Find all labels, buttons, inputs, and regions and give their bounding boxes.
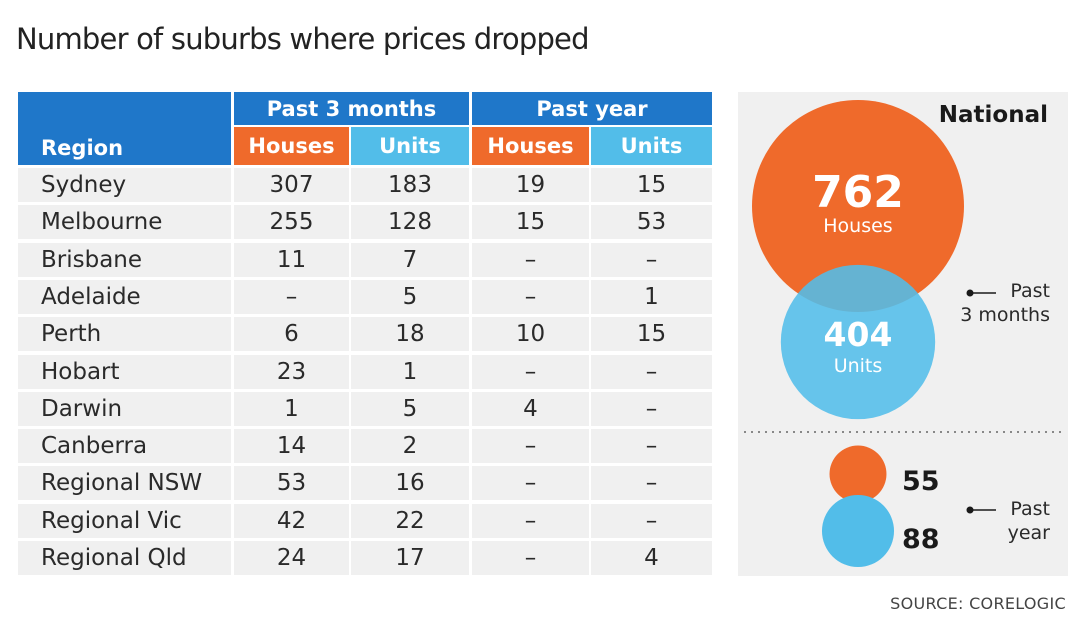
table-cell: 24 (234, 541, 349, 575)
table-row: Brisbane 11 7– – (18, 242, 712, 277)
past-year-note-line1: Past (1010, 498, 1050, 520)
header-houses-1y: Houses (472, 127, 589, 165)
past-3-months-note-line1: Past (1010, 280, 1050, 302)
table-row: Melbourne 255 128 15 53 (18, 205, 712, 240)
units-3m-bubble (780, 264, 936, 420)
table-row: Canberra 14 2– – (18, 429, 712, 464)
table-cell: 4 (591, 541, 712, 575)
table-cell: 2 (351, 429, 469, 464)
region-name: Brisbane (18, 242, 231, 277)
table-cell: 183 (351, 168, 469, 202)
houses-1y-bubble (829, 445, 887, 503)
table-cell: 23 (234, 354, 349, 389)
page-title: Number of suburbs where prices dropped (16, 22, 590, 56)
table-row: Darwin 1 5 4– (18, 391, 712, 426)
table-cell: – (591, 391, 712, 426)
table-cell: 22 (351, 503, 469, 538)
table-row: Regional Vic 42 22– – (18, 503, 712, 538)
region-name: Adelaide (18, 279, 231, 314)
header-past-year: Past year (472, 92, 712, 125)
table-cell: 128 (351, 205, 469, 240)
table-cell: 16 (351, 466, 469, 501)
region-name: Sydney (18, 168, 231, 202)
table-cell: – (591, 429, 712, 464)
header-past-3-months: Past 3 months (234, 92, 469, 125)
past-year-note-line2: year (1007, 522, 1050, 544)
table-cell: 5 (351, 391, 469, 426)
region-name: Regional Qld (18, 541, 231, 575)
table-cell: 18 (351, 317, 469, 352)
table-cell: 53 (591, 205, 712, 240)
table-cell: 10 (472, 317, 589, 352)
table-cell: 1 (234, 391, 349, 426)
table-cell: 4 (472, 391, 589, 426)
table-cell: 1 (591, 279, 712, 314)
table-cell: 6 (234, 317, 349, 352)
region-name: Canberra (18, 429, 231, 464)
table-cell: 19 (472, 168, 589, 202)
table-cell: – (472, 466, 589, 501)
header-houses-3m: Houses (234, 127, 349, 165)
units-1y-bubble (821, 494, 895, 568)
table-cell: – (472, 503, 589, 538)
table-cell: 17 (351, 541, 469, 575)
source-note: SOURCE: CORELOGIC (890, 594, 1066, 613)
units-3m-label: Units (834, 355, 883, 377)
table-cell: – (591, 503, 712, 538)
table-row: Sydney 307 183 19 15 (18, 168, 712, 202)
table-cell: – (234, 279, 349, 314)
past-3-months-note: Past 3 months (948, 279, 1050, 327)
table-cell: 14 (234, 429, 349, 464)
table-cell: – (591, 354, 712, 389)
units-3m-value: 404 (824, 315, 893, 354)
table-cell: 307 (234, 168, 349, 202)
table-cell: 15 (591, 168, 712, 202)
table-cell: 7 (351, 242, 469, 277)
table-cell: – (472, 429, 589, 464)
houses-3m-label: Houses (823, 215, 892, 237)
table-cell: 5 (351, 279, 469, 314)
region-name: Darwin (18, 391, 231, 426)
table-cell: 255 (234, 205, 349, 240)
units-1y-value: 88 (902, 524, 940, 555)
table-cell: 1 (351, 354, 469, 389)
table-cell: – (591, 466, 712, 501)
houses-1y-value: 55 (902, 466, 940, 497)
header-region: Region (18, 92, 231, 165)
houses-3m-bubble (752, 100, 964, 312)
table-row: Regional NSW 53 16– – (18, 466, 712, 501)
region-name: Regional Vic (18, 503, 231, 538)
table-cell: – (472, 354, 589, 389)
table-cell: – (472, 242, 589, 277)
table-row: Regional Qld 24 17–4 (18, 541, 712, 575)
table-cell: – (472, 541, 589, 575)
past-3-months-note-line2: 3 months (960, 304, 1050, 326)
region-name: Regional NSW (18, 466, 231, 501)
region-name: Perth (18, 317, 231, 352)
table-row: Hobart 23 1– – (18, 354, 712, 389)
header-units-3m: Units (351, 127, 469, 165)
national-heading: National (938, 102, 1048, 128)
region-name: Hobart (18, 354, 231, 389)
table-cell: 15 (472, 205, 589, 240)
table-cell: 42 (234, 503, 349, 538)
houses-3m-value: 762 (812, 167, 904, 218)
past-year-note: Past year (948, 497, 1050, 545)
table-cell: – (472, 279, 589, 314)
table-cell: 15 (591, 317, 712, 352)
table-cell: 11 (234, 242, 349, 277)
table-cell: 53 (234, 466, 349, 501)
region-name: Melbourne (18, 205, 231, 240)
national-panel: 762 Houses 404 Units 55 88 National Past 3 mo… (738, 92, 1068, 576)
table-row: Perth 6 18 10 15 (18, 317, 712, 352)
header-units-1y: Units (591, 127, 712, 165)
table-row: Adelaide –5–1 (18, 279, 712, 314)
table-cell: – (591, 242, 712, 277)
